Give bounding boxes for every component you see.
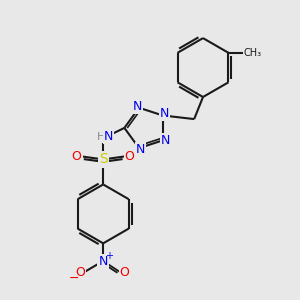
Text: −: − bbox=[68, 272, 79, 285]
Text: O: O bbox=[76, 266, 85, 279]
Text: N: N bbox=[133, 100, 142, 113]
Text: N: N bbox=[98, 254, 108, 268]
Text: N: N bbox=[136, 143, 145, 156]
Text: S: S bbox=[99, 152, 108, 167]
Text: O: O bbox=[125, 150, 135, 163]
Text: CH₃: CH₃ bbox=[244, 48, 262, 58]
Text: N: N bbox=[160, 107, 169, 121]
Text: N: N bbox=[161, 134, 170, 147]
Text: +: + bbox=[105, 251, 113, 261]
Text: N: N bbox=[104, 130, 113, 143]
Text: O: O bbox=[120, 266, 130, 279]
Text: O: O bbox=[72, 150, 82, 163]
Text: H: H bbox=[97, 132, 105, 142]
